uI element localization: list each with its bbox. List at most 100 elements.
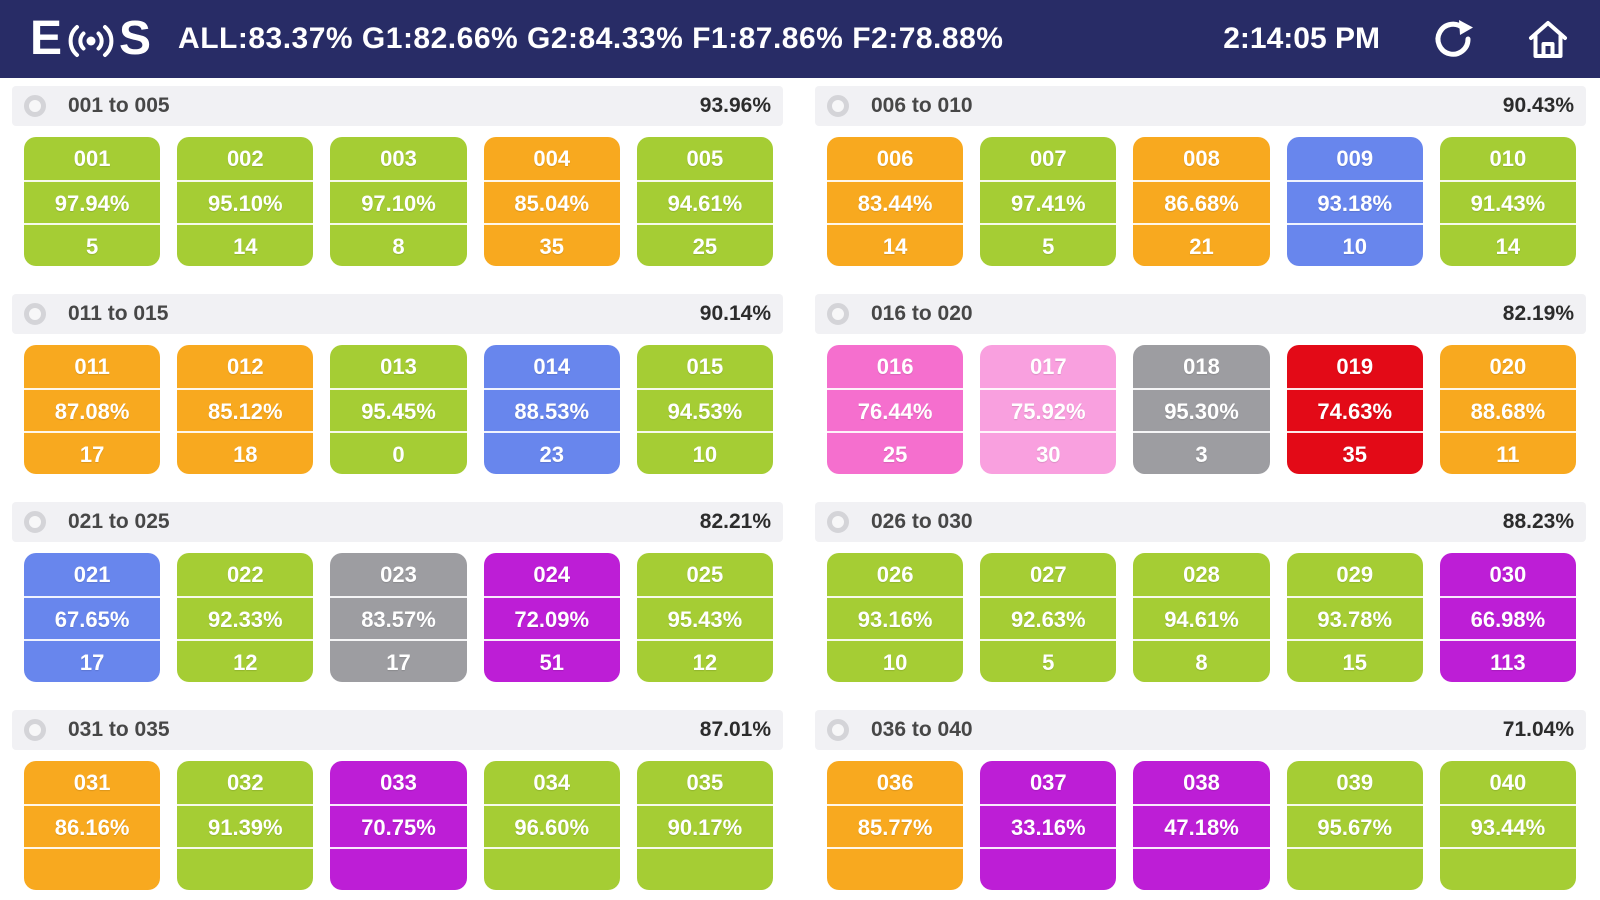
station-tile[interactable]: 035 90.17% [636,761,774,890]
group-percent: 88.23% [1502,510,1574,533]
group-percent: 71.04% [1502,718,1574,741]
station-tile[interactable]: 030 66.98% 113 [1439,553,1577,682]
station-id: 033 [380,770,417,795]
station-id: 016 [876,354,914,379]
group-status-icon[interactable] [827,511,849,533]
tile-row: 036 85.77% 037 33.16% 038 47.18% 039 95.… [815,761,1586,890]
station-count [24,847,161,890]
station-percent: 95.45% [330,388,467,431]
station-tile[interactable]: 023 83.57% 17 [330,553,467,682]
station-tile[interactable]: 029 93.78% 15 [1286,553,1423,682]
station-percent: 96.60% [483,804,620,847]
station-tile[interactable]: 010 91.43% 14 [1439,137,1577,266]
station-tile[interactable]: 020 88.68% 11 [1439,345,1577,474]
group-header: 026 to 030 88.23% [815,502,1586,542]
group-status-icon[interactable] [827,95,849,117]
station-tile[interactable]: 004 85.04% 35 [483,137,620,266]
station-tile[interactable]: 003 97.10% 8 [330,137,467,266]
station-percent: 94.61% [1133,596,1270,639]
group-percent: 90.14% [699,302,771,325]
station-count: 17 [24,639,161,682]
station-percent: 95.67% [1286,804,1423,847]
station-tile[interactable]: 005 94.61% 25 [636,137,774,266]
station-count: 5 [980,223,1117,266]
station-tile[interactable]: 033 70.75% [330,761,467,890]
group-header: 001 to 005 93.96% [12,86,783,126]
station-tile[interactable]: 031 86.16% [24,761,161,890]
station-id: 031 [73,770,111,795]
group-status-icon[interactable] [827,303,849,325]
station-tile[interactable]: 009 93.18% 10 [1286,137,1423,266]
group-header: 021 to 025 82.21% [12,502,783,542]
station-count: 11 [1439,431,1577,474]
refresh-button[interactable] [1432,18,1474,60]
station-tile[interactable]: 011 87.08% 17 [24,345,161,474]
station-id: 007 [1029,146,1067,171]
station-percent: 93.18% [1286,180,1423,223]
group-panel: 026 to 030 88.23% 026 93.16% 10 027 92.6… [815,502,1586,682]
station-tile[interactable]: 032 91.39% [177,761,314,890]
station-tile[interactable]: 026 93.16% 10 [827,553,964,682]
tile-row: 021 67.65% 17 022 92.33% 12 023 83.57% 1… [12,553,783,682]
group-status-icon[interactable] [827,719,849,741]
station-tile[interactable]: 012 85.12% 18 [177,345,314,474]
group-label: 036 to 040 [871,718,973,741]
station-tile[interactable]: 034 96.60% [483,761,620,890]
group-header: 036 to 040 71.04% [815,710,1586,750]
station-tile[interactable]: 021 67.65% 17 [24,553,161,682]
station-percent: 91.39% [177,804,314,847]
station-tile[interactable]: 025 95.43% 12 [636,553,774,682]
station-tile[interactable]: 006 83.44% 14 [827,137,964,266]
station-id: 020 [1489,354,1527,379]
station-percent: 97.94% [24,180,161,223]
home-button[interactable] [1526,18,1570,60]
station-tile[interactable]: 016 76.44% 25 [827,345,964,474]
group-status-icon[interactable] [24,95,46,117]
station-id: 015 [686,354,724,379]
group-panel: 011 to 015 90.14% 011 87.08% 17 012 85.1… [12,294,783,474]
station-tile[interactable]: 038 47.18% [1133,761,1270,890]
station-tile[interactable]: 013 95.45% 0 [330,345,467,474]
station-tile[interactable]: 018 95.30% 3 [1133,345,1270,474]
station-count: 35 [1286,431,1423,474]
group-status-icon[interactable] [24,303,46,325]
station-tile[interactable]: 007 97.41% 5 [980,137,1117,266]
station-percent: 92.33% [177,596,314,639]
station-tile[interactable]: 027 92.63% 5 [980,553,1117,682]
station-percent: 83.44% [827,180,964,223]
station-percent: 92.63% [980,596,1117,639]
station-tile[interactable]: 002 95.10% 14 [177,137,314,266]
station-count [483,847,620,890]
station-tile[interactable]: 019 74.63% 35 [1286,345,1423,474]
station-count [1286,847,1423,890]
station-count: 5 [24,223,161,266]
header-stats: ALL:83.37% G1:82.66% G2:84.33% F1:87.86%… [178,22,1004,55]
station-tile[interactable]: 040 93.44% [1439,761,1577,890]
station-tile[interactable]: 015 94.53% 10 [636,345,774,474]
station-tile[interactable]: 024 72.09% 51 [483,553,620,682]
station-id: 039 [1336,770,1374,795]
station-count: 17 [330,639,467,682]
group-percent: 93.96% [699,94,771,117]
station-tile[interactable]: 022 92.33% 12 [177,553,314,682]
station-tile[interactable]: 036 85.77% [827,761,964,890]
station-count: 30 [980,431,1117,474]
station-count: 10 [827,639,964,682]
station-tile[interactable]: 001 97.94% 5 [24,137,161,266]
station-percent: 76.44% [827,388,964,431]
station-tile[interactable]: 028 94.61% 8 [1133,553,1270,682]
station-count [1133,847,1270,890]
station-tile[interactable]: 017 75.92% 30 [980,345,1117,474]
group-label: 001 to 005 [68,94,170,117]
station-tile[interactable]: 014 88.53% 23 [483,345,620,474]
station-count: 14 [1439,223,1577,266]
station-id: 006 [876,146,914,171]
station-tile[interactable]: 039 95.67% [1286,761,1423,890]
home-icon [1529,21,1567,58]
group-status-icon[interactable] [24,511,46,533]
station-tile[interactable]: 008 86.68% 21 [1133,137,1270,266]
group-status-icon[interactable] [24,719,46,741]
station-id: 035 [686,770,724,795]
station-tile[interactable]: 037 33.16% [980,761,1117,890]
station-count [1439,847,1577,890]
